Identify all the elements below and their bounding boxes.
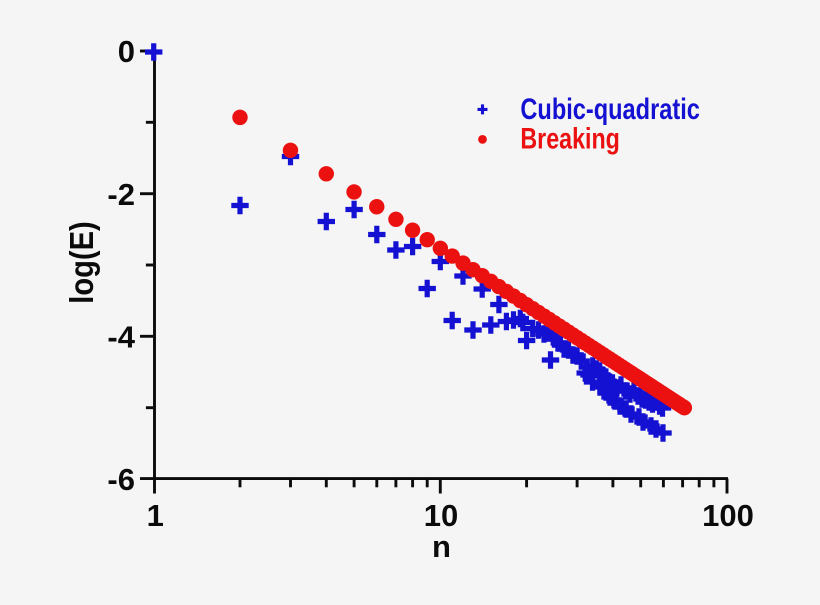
svg-text:log(E): log(E) [63,221,100,304]
svg-text:Breaking: Breaking [520,123,620,156]
svg-text:100: 100 [702,498,754,533]
svg-text:n: n [432,529,451,564]
svg-text:0: 0 [118,34,135,69]
svg-text:-6: -6 [107,462,135,497]
svg-text:-2: -2 [107,177,135,212]
svg-text:Cubic-quadratic: Cubic-quadratic [520,93,700,126]
svg-text:1: 1 [147,498,164,533]
svg-text:10: 10 [424,498,458,533]
svg-text:-4: -4 [107,320,135,355]
